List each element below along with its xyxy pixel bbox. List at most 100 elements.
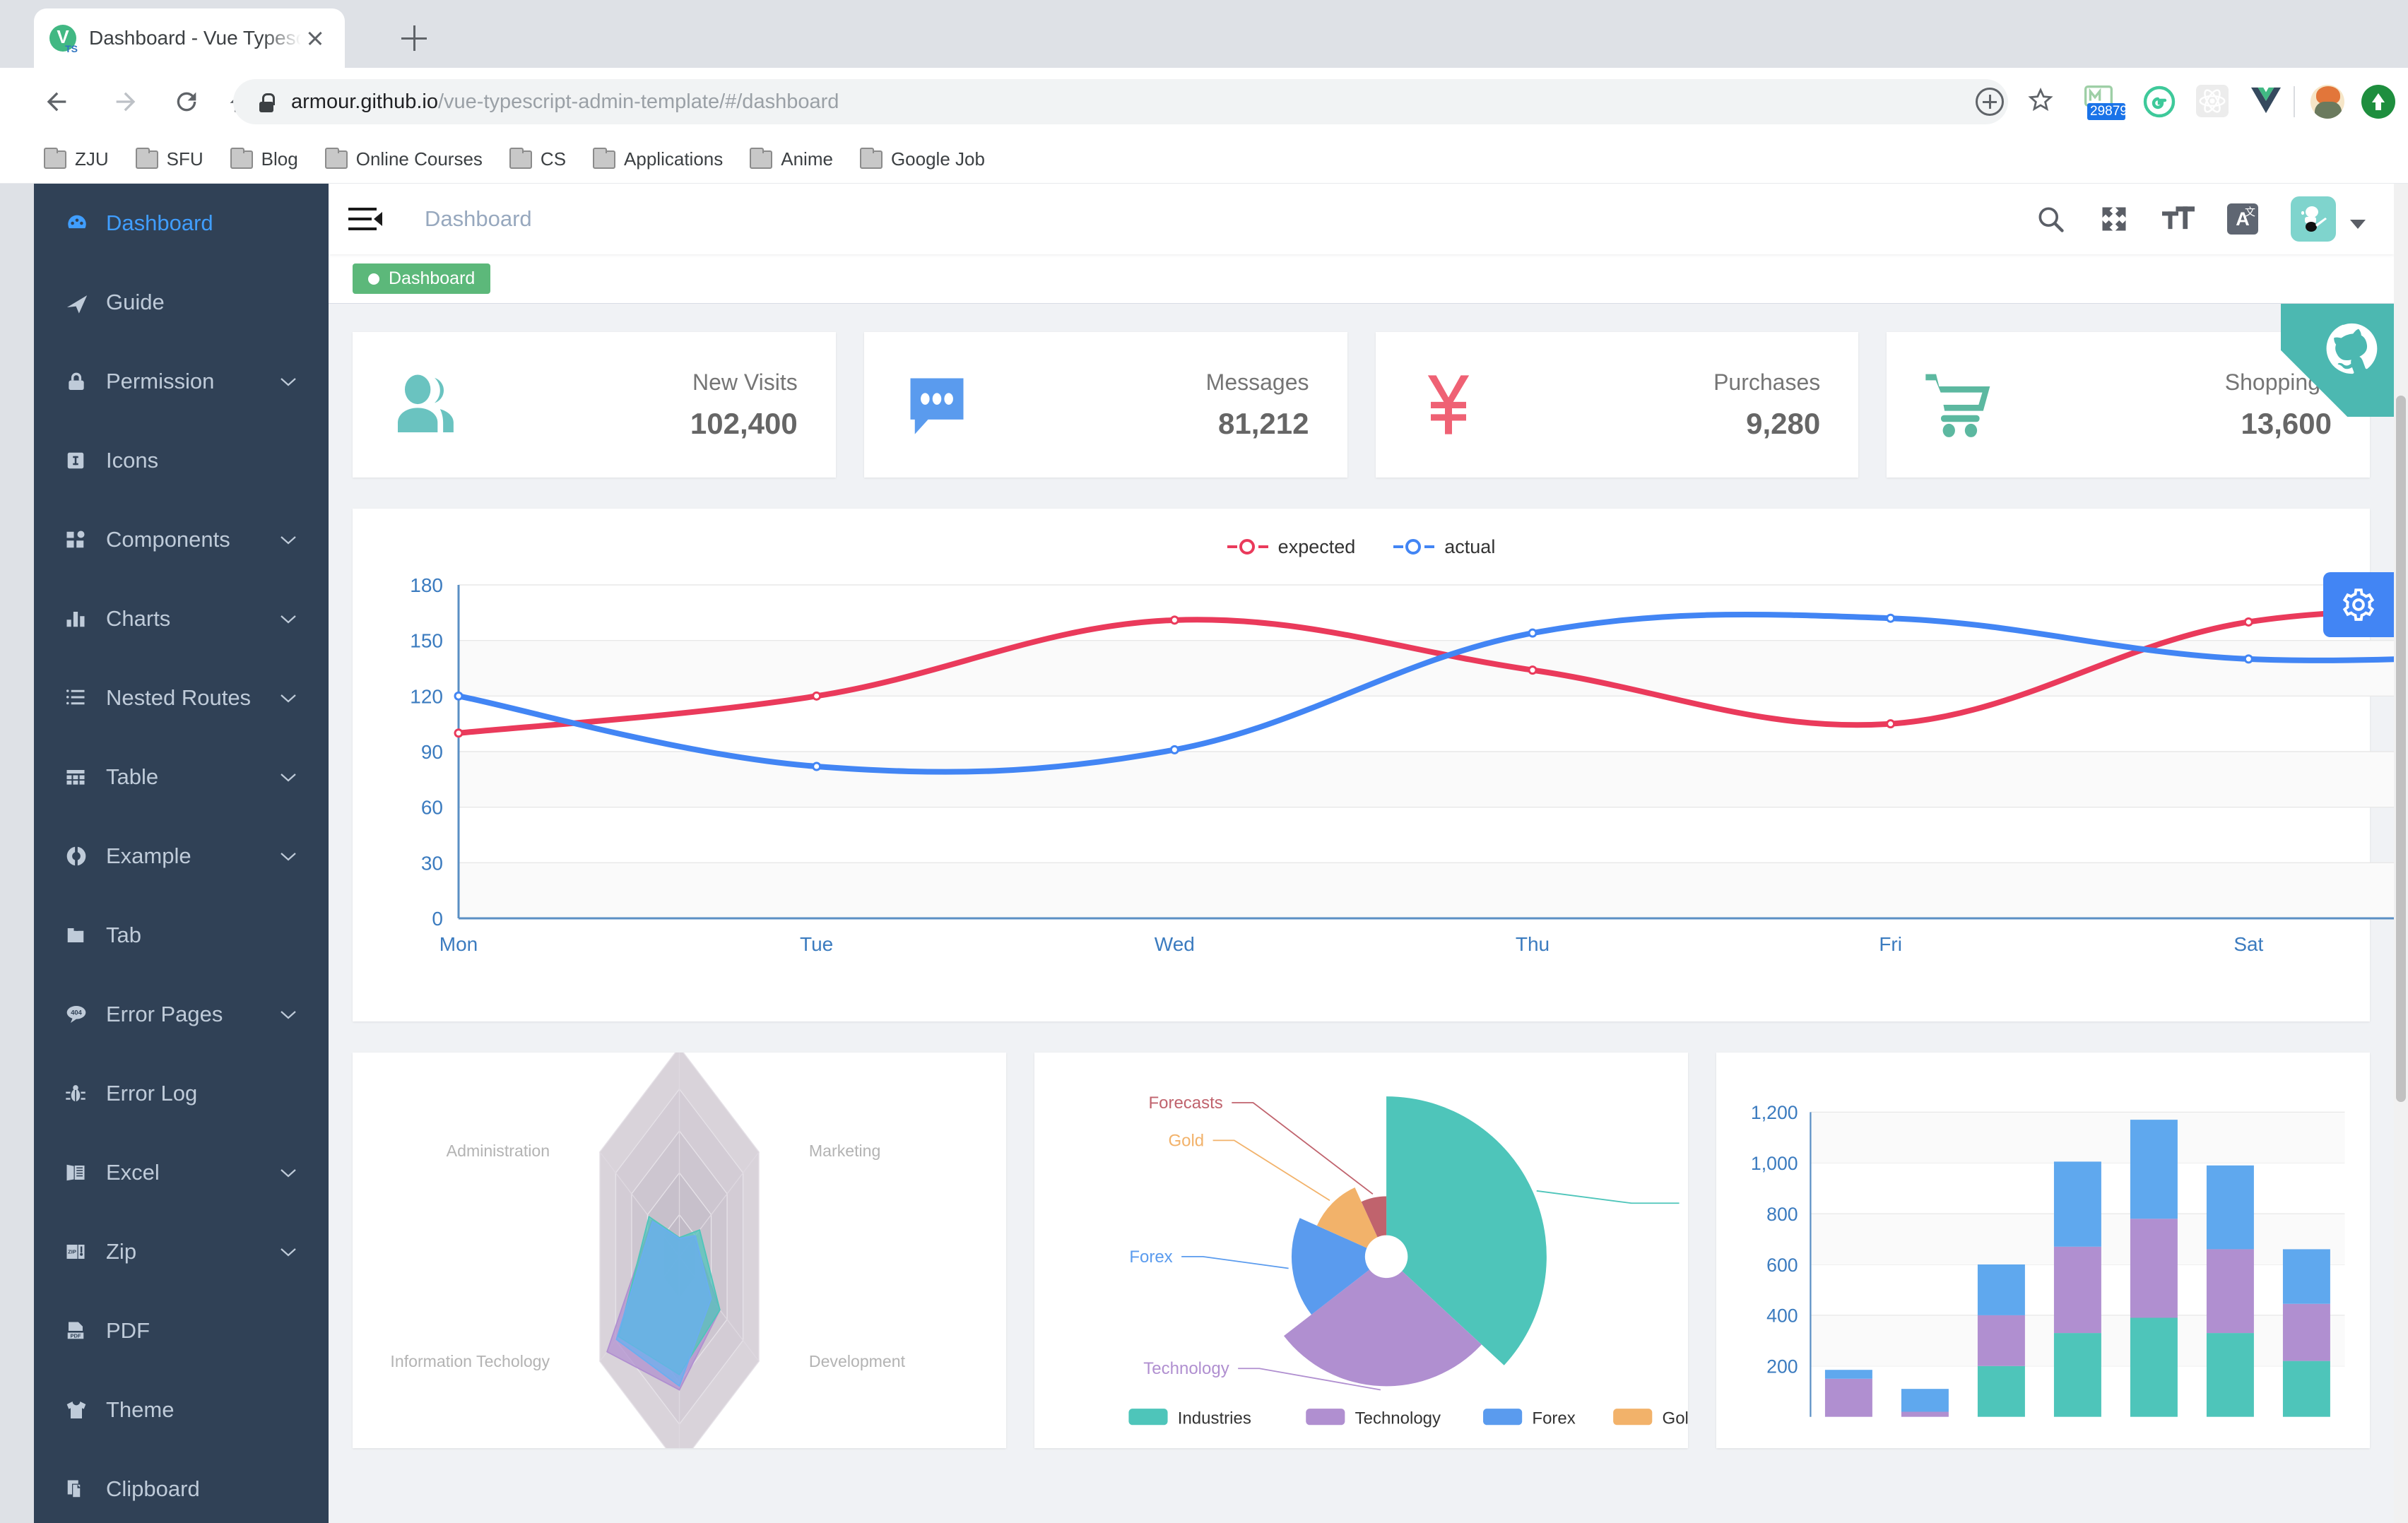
chevron-down-icon[interactable] — [281, 773, 296, 782]
stat-card[interactable]: New Visits 102,400 — [353, 332, 836, 478]
reload-button[interactable] — [153, 68, 220, 136]
fullscreen-icon[interactable] — [2099, 203, 2130, 235]
sidebar-item-label: Table — [106, 764, 159, 789]
nested-icon — [65, 687, 106, 709]
bookmarks-bar: ZJU SFU Blog Online Courses CS Applications An… — [0, 136, 2408, 184]
sidebar-item-components[interactable]: Components — [34, 500, 329, 579]
bookmark-label: ZJU — [75, 148, 109, 170]
tshirt-icon — [65, 1399, 106, 1421]
page-scrollbar[interactable] — [2394, 184, 2408, 1523]
chevron-down-icon[interactable] — [2350, 219, 2366, 229]
chevron-down-icon[interactable] — [281, 1248, 296, 1257]
sidebar-item-example[interactable]: Example — [34, 817, 329, 896]
line-chart-panel: expected actual 0 30 60 90 120 150 180 Mon Tue Wed… — [353, 509, 2394, 1021]
profile-avatar[interactable] — [2310, 85, 2344, 119]
sidebar-item-dashboard[interactable]: Dashboard — [34, 184, 329, 263]
sidebar-toggle-icon[interactable] — [348, 205, 382, 233]
grammarly-extension-icon[interactable] — [2142, 85, 2176, 119]
sidebar-item-clipboard[interactable]: Clipboard — [34, 1450, 329, 1523]
bookmark-item[interactable]: CS — [509, 147, 566, 170]
settings-fab-button[interactable] — [2323, 572, 2394, 637]
sidebar-item-error-pages[interactable]: 404 Error Pages — [34, 975, 329, 1054]
add-to-collection-icon[interactable] — [1976, 88, 2004, 116]
stat-label: Purchases — [1713, 369, 1821, 395]
bookmark-item[interactable]: Online Courses — [324, 147, 483, 170]
sidebar-item-zip[interactable]: ZIP Zip — [34, 1212, 329, 1291]
svg-text:Thu: Thu — [1516, 933, 1550, 955]
sidebar-item-theme[interactable]: Theme — [34, 1370, 329, 1450]
sidebar-item-guide[interactable]: Guide — [34, 263, 329, 342]
font-size-icon[interactable] — [2162, 203, 2195, 235]
svg-text:PDF: PDF — [71, 1333, 81, 1339]
back-button[interactable] — [23, 68, 90, 136]
translate-letter: A — [2236, 208, 2250, 230]
svg-text:600: 600 — [1766, 1255, 1798, 1276]
bookmark-item[interactable]: Blog — [230, 147, 298, 170]
tag-label: Dashboard — [389, 268, 476, 288]
sidebar-item-nested-routes[interactable]: Nested Routes — [34, 658, 329, 737]
svg-text:400: 400 — [1766, 1305, 1798, 1327]
chevron-down-icon[interactable] — [281, 852, 296, 861]
url-text: armour.github.io/vue-typescript-admin-te… — [291, 90, 839, 114]
icons-icon — [65, 450, 106, 471]
stat-card[interactable]: Messages 81,212 — [863, 332, 1347, 478]
tab-title: Dashboard - Vue Typescript Ad — [89, 27, 301, 49]
bookmark-item[interactable]: Applications — [593, 147, 723, 170]
svg-text:800: 800 — [1766, 1204, 1798, 1225]
svg-text:90: 90 — [421, 741, 443, 763]
svg-text:Sat: Sat — [2233, 933, 2263, 955]
people-icon — [386, 366, 464, 444]
svg-text:Marketing: Marketing — [809, 1142, 880, 1160]
sidebar-item-charts[interactable]: Charts — [34, 579, 329, 658]
new-tab-button[interactable] — [393, 17, 435, 59]
chevron-down-icon[interactable] — [281, 615, 296, 624]
stat-value: 81,212 — [1218, 406, 1309, 440]
vue-devtools-icon[interactable] — [2250, 85, 2284, 119]
bookmark-star-icon[interactable] — [2025, 85, 2056, 119]
avatar[interactable] — [2291, 196, 2336, 242]
pie-chart-panel: IndustriesTechnologyForexGoldForecastsIn… — [1034, 1053, 1688, 1448]
legend-item[interactable]: actual — [1393, 536, 1495, 558]
chevron-down-icon[interactable] — [281, 1010, 296, 1019]
search-icon[interactable] — [2035, 203, 2066, 235]
sidebar-item-permission[interactable]: Permission — [34, 342, 329, 421]
translate-icon[interactable]: A 文 — [2227, 203, 2258, 235]
chevron-down-icon[interactable] — [281, 377, 296, 386]
stat-card[interactable]: Purchases 9,280 — [1375, 332, 1859, 478]
close-icon[interactable] — [301, 24, 329, 52]
sidebar-item-label: Charts — [106, 606, 171, 631]
forward-button[interactable] — [92, 68, 160, 136]
chevron-down-icon[interactable] — [281, 535, 296, 545]
bar-chart-svg: 200 400 600 800 1,000 1,200 — [1751, 1102, 2345, 1417]
sidebar-item-tab[interactable]: Tab — [34, 896, 329, 975]
markdown-extension-icon[interactable]: 29879 — [2084, 85, 2125, 120]
react-devtools-icon[interactable] — [2196, 85, 2230, 119]
address-bar[interactable]: armour.github.io/vue-typescript-admin-te… — [233, 79, 2008, 124]
sidebar-item-pdf[interactable]: PDF PDF — [34, 1291, 329, 1370]
svg-text:150: 150 — [410, 630, 443, 652]
legend-item[interactable]: expected — [1227, 536, 1355, 558]
github-corner[interactable] — [2281, 304, 2394, 417]
browser-tab[interactable]: TS Dashboard - Vue Typescript Ad — [34, 8, 345, 68]
error-404-icon: 404 — [65, 1003, 106, 1026]
bookmark-item[interactable]: SFU — [135, 147, 203, 170]
sidebar-item-label: PDF — [106, 1318, 150, 1343]
bookmark-item[interactable]: Anime — [750, 147, 833, 170]
chevron-down-icon[interactable] — [281, 1168, 296, 1178]
dashboard-icon — [65, 211, 106, 235]
scrollbar-thumb[interactable] — [2396, 396, 2406, 1102]
sidebar-item-label: Example — [106, 843, 191, 868]
tag-item-dashboard[interactable]: Dashboard — [353, 263, 491, 294]
sidebar-item-error-log[interactable]: Error Log — [34, 1054, 329, 1133]
update-button[interactable] — [2361, 85, 2395, 119]
bookmark-item[interactable]: ZJU — [44, 147, 109, 170]
stat-value: 9,280 — [1746, 406, 1821, 440]
svg-text:Mon: Mon — [439, 933, 478, 955]
excel-icon — [65, 1162, 106, 1183]
sidebar-item-label: Permission — [106, 369, 215, 393]
chevron-down-icon[interactable] — [281, 694, 296, 703]
sidebar-item-excel[interactable]: Excel — [34, 1133, 329, 1212]
sidebar-item-table[interactable]: Table — [34, 737, 329, 817]
bookmark-item[interactable]: Google Job — [859, 147, 985, 170]
sidebar-item-icons[interactable]: Icons — [34, 421, 329, 500]
